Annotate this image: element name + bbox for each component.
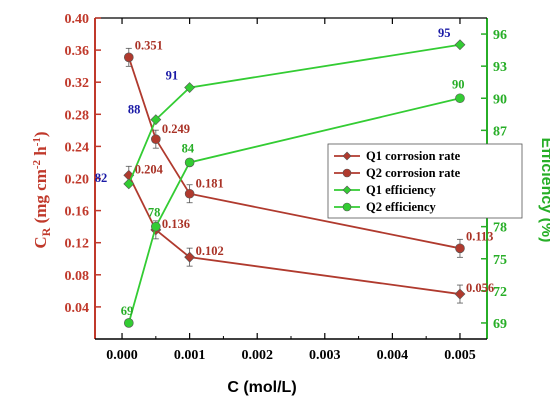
tick-layer: 0.000 0.001 0.002 0.003 0.004 0.005 0.04 0.08 0.…	[65, 12, 508, 363]
legend-marker	[342, 168, 352, 178]
data-label: 0.113	[466, 229, 493, 243]
series-line	[127, 97, 461, 324]
data-label: 90	[452, 77, 465, 91]
data-label: 69	[121, 304, 134, 318]
data-point	[123, 52, 134, 63]
series-line	[127, 57, 461, 250]
data-point	[184, 188, 195, 199]
data-point	[455, 93, 465, 104]
legend-marker	[342, 202, 352, 212]
y-axis-left-title: CR (mg cm-2 h-1)	[31, 131, 53, 248]
series-line	[127, 174, 461, 295]
x-tick-label: 0.001	[174, 348, 206, 363]
data-label: 78	[148, 206, 161, 220]
series-line	[127, 43, 461, 185]
x-tick-label: 0.003	[309, 348, 341, 363]
legend-entry: Q1 efficiency	[366, 183, 437, 197]
x-tick-label: 0.002	[241, 348, 273, 363]
data-label: 82	[95, 171, 108, 185]
data-label: 88	[128, 103, 140, 117]
y-right-tick-label: 75	[493, 253, 507, 268]
x-axis-title: C (mol/L)	[227, 379, 296, 396]
data-point	[454, 288, 466, 300]
y-left-tick-label: 0.32	[65, 76, 90, 91]
y-right-tick-label: 96	[493, 28, 507, 43]
legend-entry: Q2 corrosion rate	[366, 166, 461, 180]
y-left-tick-label: 0.28	[65, 108, 90, 123]
data-label: 95	[438, 26, 451, 40]
legend-marker	[342, 151, 352, 161]
x-tick-label: 0.000	[106, 348, 138, 363]
data-point	[184, 157, 195, 168]
legend-entry: Q1 corrosion rate	[366, 149, 461, 163]
y-left-tick-label: 0.20	[65, 173, 90, 188]
y-left-tick-label: 0.40	[65, 12, 90, 27]
data-point	[454, 39, 466, 51]
legend-box	[327, 143, 523, 219]
data-label: 0.136	[162, 217, 190, 231]
data-point	[123, 178, 135, 190]
data-point	[184, 251, 196, 263]
y-left-tick-label: 0.04	[65, 301, 90, 316]
series-layer	[123, 39, 466, 328]
legend-marker	[342, 185, 352, 195]
y-right-tick-label: 93	[493, 60, 507, 75]
y-right-tick-label: 69	[493, 317, 507, 332]
data-point	[123, 318, 134, 328]
y-left-tick-label: 0.12	[65, 237, 90, 252]
data-point	[151, 134, 161, 144]
data-label: 84	[182, 141, 195, 155]
data-label: 0.249	[162, 122, 190, 136]
legend-entry: Q2 efficiency	[366, 200, 437, 214]
y-right-tick-label: 78	[493, 221, 507, 236]
y-left-tick-label: 0.36	[65, 44, 90, 59]
data-point	[184, 82, 196, 93]
x-tick-label: 0.005	[444, 348, 476, 363]
y-left-tick-label: 0.16	[65, 205, 90, 220]
data-label-layer: 0.204 0.136 0.102 0.056 0.351 0.249 0.181 0.113…	[95, 26, 494, 318]
y-right-tick-label: 87	[493, 124, 507, 139]
y-left-tick-label: 0.24	[65, 140, 90, 155]
y-left-tick-label: 0.08	[65, 269, 90, 284]
data-label: 91	[166, 69, 179, 83]
data-point	[150, 114, 162, 126]
data-label: 0.204	[135, 162, 164, 176]
data-label: 0.056	[466, 281, 494, 295]
x-tick-label: 0.004	[377, 348, 409, 363]
data-label: 0.351	[135, 38, 163, 52]
y-axis-right-title: Efficiency (%)	[538, 138, 550, 243]
data-label: 0.102	[196, 244, 224, 258]
legend: Q1 corrosion rate Q2 corrosion rate Q1 eff…	[327, 143, 523, 219]
data-label: 0.181	[196, 177, 224, 191]
y-right-tick-label: 90	[493, 92, 507, 107]
data-point	[455, 243, 465, 254]
data-point	[151, 221, 161, 232]
y-right-tick-label: 72	[493, 285, 507, 300]
